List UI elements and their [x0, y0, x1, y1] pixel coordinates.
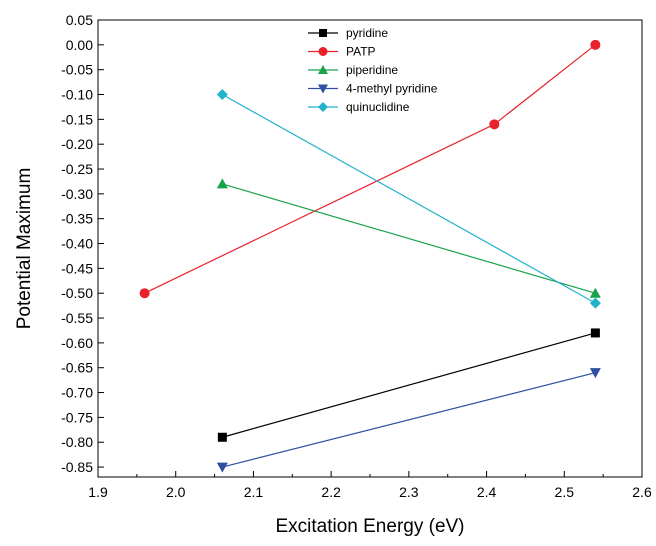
- series-piperidine: [216, 178, 601, 298]
- y-tick-label: -0.50: [61, 285, 93, 301]
- x-tick-label: 2.0: [166, 484, 186, 500]
- data-point-piperidine: [589, 287, 601, 298]
- legend-marker-pyridine: [319, 29, 327, 37]
- x-axis-title: Excitation Energy (eV): [275, 516, 464, 537]
- y-tick-label: -0.40: [61, 236, 93, 252]
- legend-marker-patp: [318, 47, 328, 56]
- y-tick-label: -0.45: [61, 260, 93, 276]
- series-patp: [139, 39, 601, 299]
- y-tick-label: 0.05: [66, 12, 93, 28]
- data-point-4-methyl-pyridine: [216, 462, 228, 473]
- y-tick-label: -0.80: [61, 434, 93, 450]
- y-tick-label: -0.55: [61, 310, 93, 326]
- legend: pyridine PATP piperidine 4-methyl pyridine q…: [308, 26, 438, 114]
- x-tick-label: 2.2: [321, 484, 341, 500]
- y-tick-label: -0.20: [61, 136, 93, 152]
- legend-label-patp: PATP: [346, 45, 376, 59]
- series-line-quinuclidine: [222, 93, 596, 304]
- legend-marker-piperidine: [318, 65, 328, 74]
- legend-marker-quinuclidine: [318, 102, 328, 112]
- legend-label-4-methyl-pyridine: 4-methyl pyridine: [346, 82, 438, 96]
- data-point-patp: [139, 288, 150, 299]
- x-tick-label: 2.1: [244, 484, 264, 500]
- y-tick-label: -0.10: [61, 87, 93, 103]
- x-tick-label: 2.6: [632, 484, 652, 500]
- y-tick-label: -0.85: [61, 459, 93, 475]
- data-point-4-methyl-pyridine: [589, 368, 601, 379]
- data-point-patp: [590, 39, 601, 50]
- series-quinuclidine: [216, 89, 601, 309]
- y-tick-label: -0.35: [61, 211, 93, 227]
- legend-marker-4-methyl-pyridine: [318, 84, 328, 94]
- y-tick-label: -0.60: [61, 335, 93, 351]
- series-4-methyl-pyridine: [216, 368, 601, 473]
- series-line-pyridine: [222, 332, 596, 438]
- x-tick-label: 1.9: [88, 484, 108, 500]
- data-point-piperidine: [216, 178, 228, 189]
- y-tick-label: 0.00: [66, 37, 93, 53]
- legend-label-pyridine: pyridine: [346, 26, 388, 40]
- y-tick-label: -0.15: [61, 111, 93, 127]
- data-point-pyridine: [217, 432, 227, 442]
- y-tick-label: -0.70: [61, 385, 93, 401]
- series-pyridine: [217, 328, 600, 442]
- y-tick-label: -0.75: [61, 409, 93, 425]
- x-tick-label: 2.3: [399, 484, 419, 500]
- legend-label-quinuclidine: quinuclidine: [346, 100, 410, 114]
- x-tick-label: 2.4: [477, 484, 497, 500]
- data-point-patp: [489, 119, 500, 130]
- y-axis-title: Potential Maximum: [14, 168, 35, 330]
- y-tick-label: -0.25: [61, 161, 93, 177]
- y-tick-label: -0.05: [61, 62, 93, 78]
- series-line-piperidine: [222, 183, 596, 294]
- legend-label-piperidine: piperidine: [346, 63, 398, 77]
- y-tick-label: -0.65: [61, 360, 93, 376]
- data-point-pyridine: [590, 328, 600, 338]
- y-tick-label: -0.30: [61, 186, 93, 202]
- data-point-quinuclidine: [589, 297, 601, 309]
- x-tick-label: 2.5: [555, 484, 575, 500]
- data-point-quinuclidine: [216, 89, 228, 101]
- series-line-4-methyl-pyridine: [222, 372, 596, 468]
